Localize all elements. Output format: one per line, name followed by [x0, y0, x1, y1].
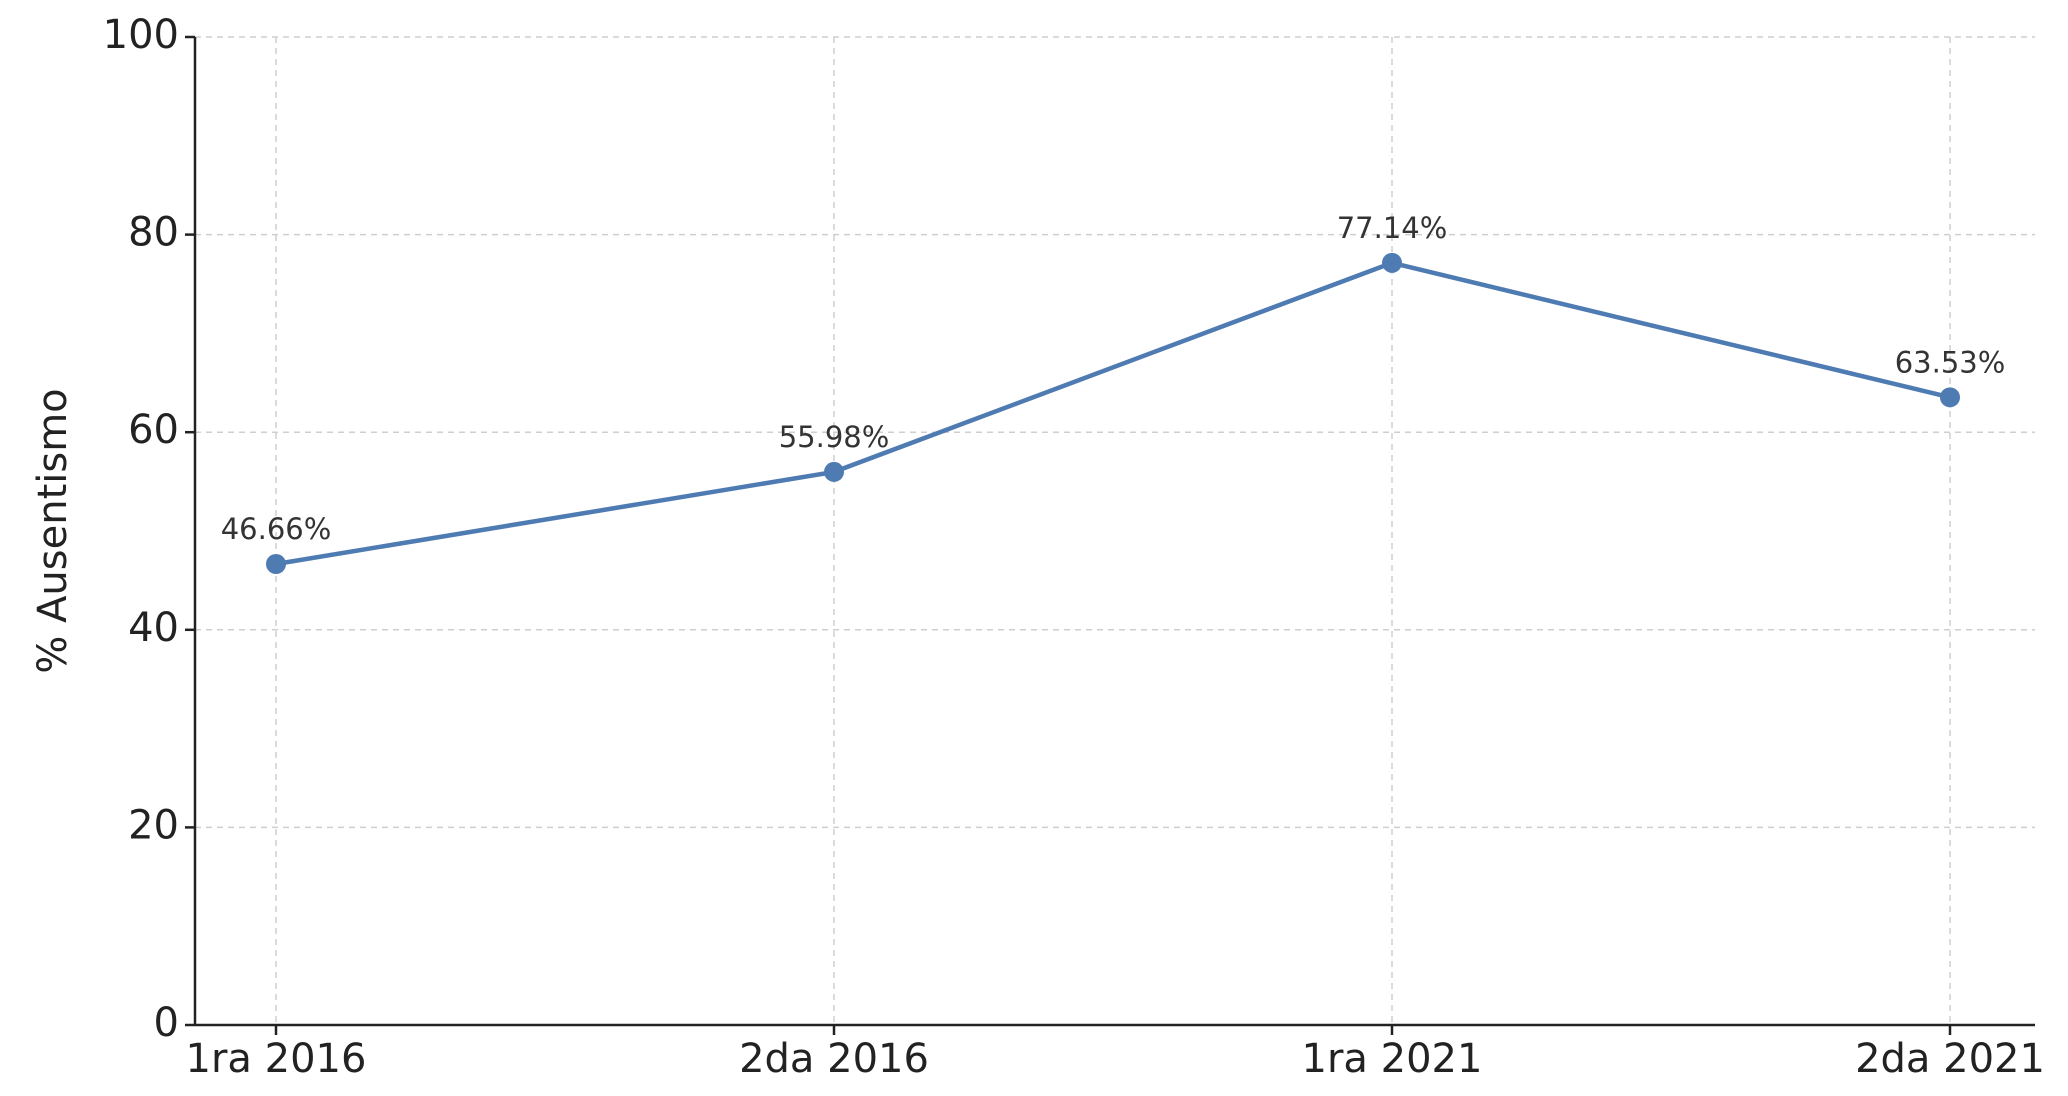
y-tick-label: 60	[128, 407, 179, 453]
data-line	[275, 260, 1951, 567]
x-tick-label: 1ra 2016	[186, 1036, 367, 1082]
data-label: 46.66%	[221, 512, 332, 546]
data-point	[1382, 252, 1402, 273]
y-tick-label: 40	[128, 605, 179, 651]
y-tick-label: 20	[128, 802, 179, 848]
data-label: 55.98%	[779, 420, 890, 454]
x-tick-label: 2da 2016	[739, 1036, 929, 1082]
data-point	[1940, 387, 1960, 408]
y-tick-label: 80	[128, 210, 179, 256]
y-tick-label: 0	[154, 1000, 179, 1046]
y-tick-label: 100	[103, 12, 179, 58]
data-point	[824, 461, 844, 482]
data-label: 63.53%	[1895, 345, 2006, 379]
data-label: 77.14%	[1337, 211, 1448, 245]
x-tick-label: 2da 2021	[1855, 1036, 2045, 1082]
y-axis-label: % Ausentismo	[30, 388, 76, 673]
x-tick-label: 1ra 2021	[1302, 1036, 1483, 1082]
data-point	[266, 553, 286, 574]
